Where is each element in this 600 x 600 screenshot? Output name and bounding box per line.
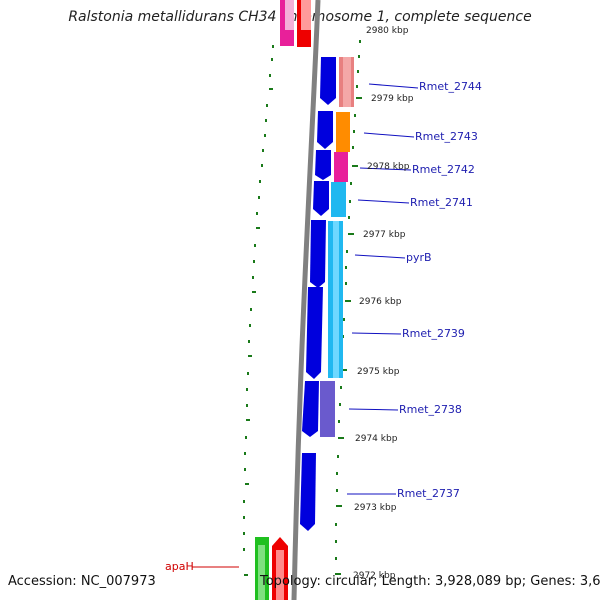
gene-rmet-2742-category[interactable] — [334, 152, 348, 182]
gene-rmet-2744-category-light — [343, 57, 351, 107]
gene-pyrb-arrow[interactable] — [310, 220, 326, 288]
ruler-label-2975: 2975 kbp — [357, 367, 400, 377]
accession-text: Accession: NC_007973 — [8, 574, 156, 589]
gene-apah-green-light — [258, 545, 265, 600]
topology-text: Topology: circular; Length: 3,928,089 bp… — [260, 574, 600, 589]
gene-rmet-2738-category[interactable] — [320, 381, 335, 437]
gene-rmet-2738-arrow[interactable] — [302, 381, 319, 437]
gene-top-pink-light[interactable] — [285, 0, 294, 30]
ruler-label-2976: 2976 kbp — [359, 297, 402, 307]
ruler-label-2979: 2979 kbp — [371, 94, 414, 104]
gene-label-rmet-2738[interactable]: Rmet_2738 — [399, 403, 462, 416]
ruler-label-2972: 2972 kbp — [353, 571, 396, 581]
gene-pyrb-category-light — [333, 221, 339, 378]
gene-label-rmet-2741[interactable]: Rmet_2741 — [410, 196, 473, 209]
gene-label-rmet-2744[interactable]: Rmet_2744 — [419, 80, 482, 93]
gene-label-rmet-2739[interactable]: Rmet_2739 — [402, 327, 465, 340]
ruler-label-2973: 2973 kbp — [354, 503, 397, 513]
gene-label-rmet-2743[interactable]: Rmet_2743 — [415, 130, 478, 143]
gene-top-red-light[interactable] — [301, 0, 311, 30]
outer-tick-track — [243, 45, 274, 576]
gene-rmet-2742-arrow[interactable] — [315, 150, 331, 180]
gene-label-pyrb[interactable]: pyrB — [406, 251, 432, 264]
ruler-label-2977: 2977 kbp — [363, 230, 406, 240]
gene-label-rmet-2737[interactable]: Rmet_2737 — [397, 487, 460, 500]
gene-rmet-2744-arrow[interactable] — [320, 57, 336, 105]
ruler-label-2974: 2974 kbp — [355, 434, 398, 444]
gene-rmet-2743-arrow[interactable] — [317, 111, 333, 149]
gene-apah-arrow-light — [276, 550, 284, 600]
gene-rmet-2741-category[interactable] — [331, 182, 346, 217]
gene-label-rmet-2742[interactable]: Rmet_2742 — [412, 163, 475, 176]
inner-tick-track — [335, 40, 362, 575]
label-leaders — [347, 83, 419, 495]
ruler-label-2978: 2978 kbp — [367, 162, 410, 172]
gene-rmet-2741-arrow[interactable] — [313, 181, 329, 216]
gene-rmet-2743-category[interactable] — [336, 112, 350, 152]
gene-label-apah[interactable]: apaH — [165, 560, 194, 573]
chromosome-backbone — [291, 0, 321, 600]
ruler-label-2980: 2980 kbp — [366, 26, 409, 36]
gene-rmet-2737-arrow[interactable] — [300, 453, 316, 531]
gene-rmet-2739-arrow[interactable] — [306, 287, 323, 379]
forward-strand-genes — [300, 57, 336, 531]
